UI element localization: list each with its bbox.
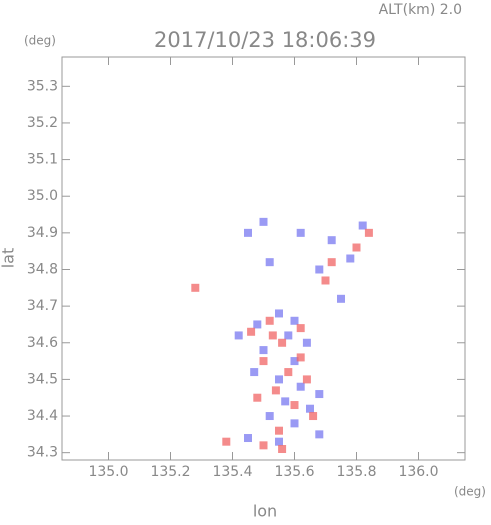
point bbox=[327, 236, 336, 245]
point bbox=[265, 412, 274, 421]
y-tick-label: 35.1 bbox=[27, 152, 58, 168]
point bbox=[275, 375, 283, 384]
x-tick-label: 136.0 bbox=[398, 464, 438, 480]
x-tick-label: 135.4 bbox=[212, 464, 252, 480]
point bbox=[337, 294, 345, 303]
point bbox=[275, 437, 283, 446]
point bbox=[358, 221, 367, 230]
y-tick-label: 35.0 bbox=[27, 188, 58, 204]
point bbox=[191, 283, 200, 292]
x-tick-label: 135.8 bbox=[336, 464, 376, 480]
point bbox=[306, 404, 314, 413]
y-tick-label: 34.4 bbox=[27, 408, 58, 424]
point bbox=[302, 338, 311, 347]
point bbox=[327, 258, 336, 267]
point bbox=[315, 265, 324, 274]
y-unit: (deg) bbox=[24, 34, 56, 48]
point bbox=[290, 316, 299, 325]
subtitle: ALT(km) 2.0 bbox=[379, 2, 462, 18]
point bbox=[259, 441, 268, 450]
point bbox=[315, 390, 324, 399]
y-tick-label: 34.8 bbox=[27, 261, 58, 277]
point bbox=[352, 243, 361, 252]
point bbox=[268, 331, 277, 340]
point bbox=[346, 254, 355, 263]
point bbox=[222, 437, 231, 446]
point bbox=[247, 327, 256, 336]
point bbox=[296, 382, 305, 391]
point bbox=[244, 228, 252, 237]
point bbox=[284, 368, 293, 377]
point bbox=[265, 258, 274, 267]
point bbox=[290, 357, 299, 366]
x-unit: (deg) bbox=[454, 485, 486, 499]
point bbox=[290, 419, 299, 428]
point bbox=[259, 346, 268, 355]
point bbox=[275, 426, 283, 435]
chart-title: 2017/10/23 18:06:39 bbox=[154, 28, 376, 52]
point bbox=[265, 316, 274, 325]
y-tick-label: 34.3 bbox=[27, 445, 58, 461]
point bbox=[259, 357, 268, 366]
x-tick-label: 135.0 bbox=[88, 464, 128, 480]
point bbox=[296, 353, 305, 362]
point bbox=[278, 445, 287, 454]
point bbox=[321, 276, 330, 285]
point bbox=[244, 434, 252, 443]
point bbox=[296, 324, 305, 333]
point bbox=[315, 430, 324, 439]
point bbox=[364, 228, 373, 237]
y-tick-label: 34.9 bbox=[27, 225, 58, 241]
point bbox=[290, 401, 299, 410]
x-axis-label: lon bbox=[253, 502, 277, 521]
point bbox=[234, 331, 243, 340]
point bbox=[302, 375, 311, 384]
point bbox=[259, 217, 268, 226]
x-tick-label: 135.2 bbox=[150, 464, 190, 480]
y-tick-label: 34.7 bbox=[27, 298, 58, 314]
plot-frame bbox=[61, 56, 466, 461]
y-tick-label: 34.5 bbox=[27, 371, 58, 387]
point bbox=[275, 309, 283, 318]
y-tick-label: 34.6 bbox=[27, 335, 58, 351]
point bbox=[296, 228, 305, 237]
point bbox=[253, 393, 262, 402]
point bbox=[253, 320, 262, 329]
y-tick-label: 35.2 bbox=[27, 115, 58, 131]
point bbox=[284, 331, 293, 340]
y-tick-label: 35.3 bbox=[27, 78, 58, 94]
point bbox=[271, 386, 280, 395]
y-axis-label: lat bbox=[0, 248, 18, 269]
point bbox=[309, 412, 318, 421]
point bbox=[281, 397, 290, 406]
point bbox=[278, 338, 287, 347]
point bbox=[250, 368, 259, 377]
x-tick-label: 135.6 bbox=[274, 464, 314, 480]
